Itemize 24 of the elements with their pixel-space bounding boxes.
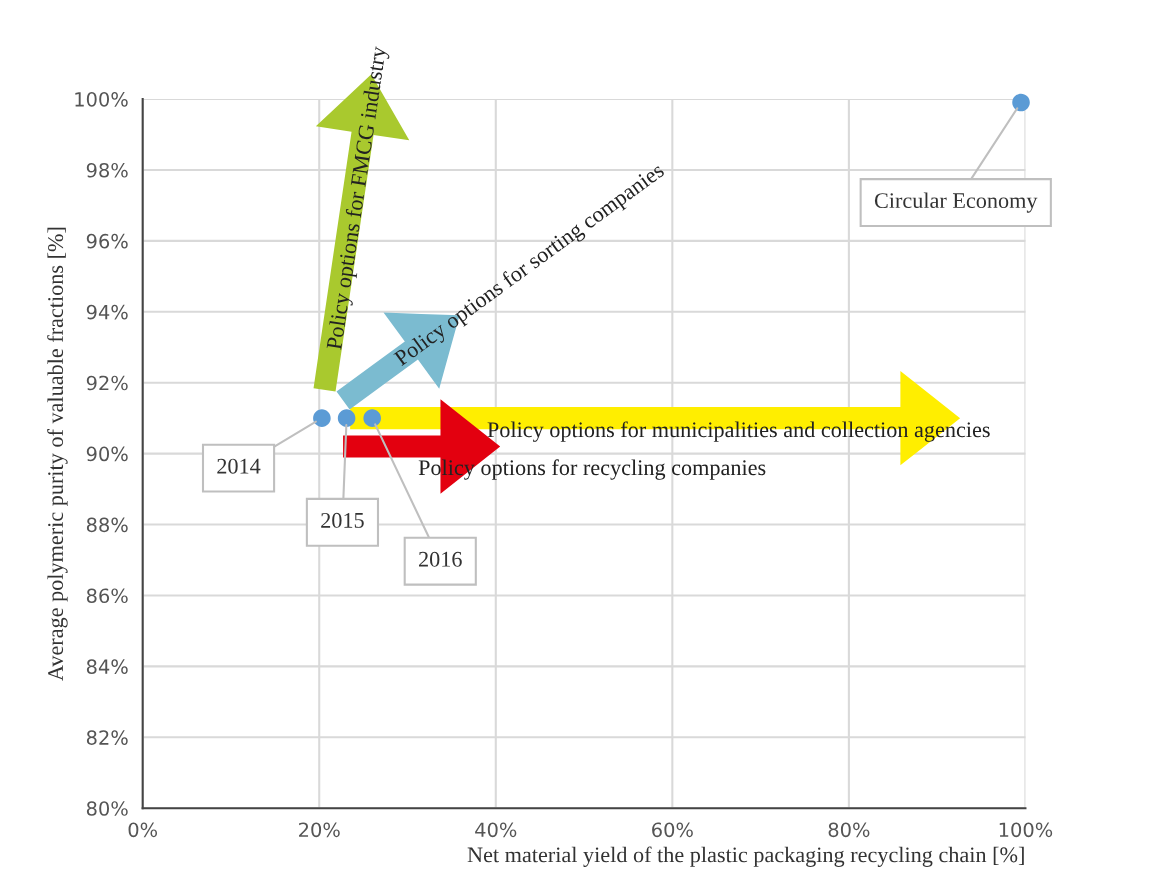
x-tick-label: 20% [299,822,340,838]
y-tick-label: 80% [86,801,128,816]
x-tick-label: 0% [128,822,158,838]
y-tick-label: 90% [86,446,128,462]
y-tick-label: 96% [86,233,128,249]
annotation: Circular Economy [874,192,1038,213]
y-tick-label: 86% [86,588,128,604]
annotation: 2015 [321,512,364,528]
x-axis-title: Net material yield of the plastic packaging recycling chain [%] [467,846,1024,867]
y-tick-label: 92% [86,375,128,391]
annotation: 2014 [217,458,261,474]
x-tick-label: 40% [475,822,517,838]
x-tick-label: 60% [652,822,693,838]
y-tick-label: 100% [75,91,128,107]
y-tick-label: 82% [86,730,128,745]
y-tick-label: 88% [86,517,128,533]
annotation: 2016 [419,551,462,567]
y-axis-title: Average polymeric purity of valuable fractions [%] [47,227,68,681]
y-tick-label: 84% [86,659,128,675]
x-tick-label: 100% [999,822,1053,838]
x-tick-label: 80% [828,822,870,838]
y-tick-label: 94% [86,304,128,320]
annotation: Policy options for FMCG industry [325,45,391,351]
y-tick-label: 98% [86,162,128,178]
